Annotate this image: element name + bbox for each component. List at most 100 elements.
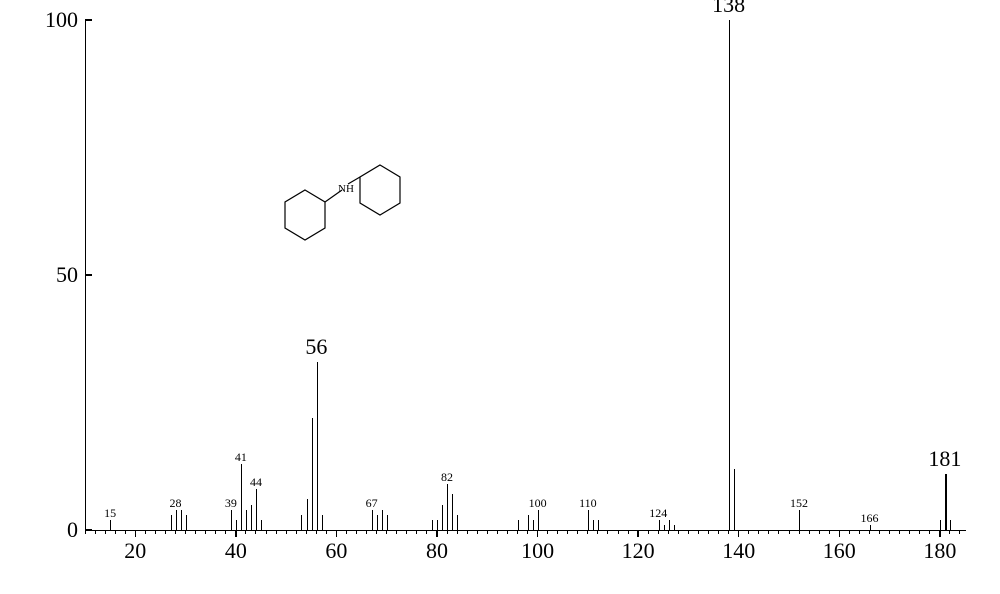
y-tick-label: 100 [18, 7, 78, 33]
x-tick-minor [698, 530, 699, 534]
peak-label: 56 [305, 334, 327, 360]
spectrum-peak [538, 510, 539, 530]
spectrum-peak [669, 520, 670, 530]
x-tick-minor [829, 530, 830, 534]
x-tick-label: 120 [622, 538, 655, 564]
spectrum-peak [799, 510, 800, 530]
x-tick-minor [95, 530, 96, 534]
x-tick-minor [85, 530, 86, 534]
x-tick-minor [115, 530, 116, 534]
x-tick-minor [155, 530, 156, 534]
peak-label-minor: 124 [649, 506, 667, 521]
spectrum-peak [387, 515, 388, 530]
peak-label-minor: 44 [250, 475, 262, 490]
x-tick-minor [225, 530, 226, 534]
x-tick-minor [286, 530, 287, 534]
spectrum-peak [442, 505, 443, 531]
peak-label-minor: 152 [790, 496, 808, 511]
x-tick-minor [276, 530, 277, 534]
spectrum-peak [950, 520, 951, 530]
peak-label-minor: 39 [225, 496, 237, 511]
spectrum-peak [518, 520, 519, 530]
x-tick-minor [266, 530, 267, 534]
x-tick-minor [758, 530, 759, 534]
x-tick-minor [205, 530, 206, 534]
spectrum-peak [231, 510, 232, 530]
peak-label-minor: 67 [366, 496, 378, 511]
x-tick-minor [909, 530, 910, 534]
y-tick [85, 19, 92, 21]
spectrum-peak [452, 494, 453, 530]
x-tick-minor [799, 530, 800, 534]
spectrum-peak [301, 515, 302, 530]
spectrum-peak [940, 520, 941, 530]
y-tick [85, 529, 92, 531]
x-tick-minor [728, 530, 729, 534]
x-tick-minor [487, 530, 488, 534]
x-tick-minor [376, 530, 377, 534]
x-tick-minor [899, 530, 900, 534]
spectrum-peak [171, 515, 172, 530]
x-tick-minor [849, 530, 850, 534]
x-tick-minor [668, 530, 669, 534]
x-tick-minor [366, 530, 367, 534]
x-tick [839, 530, 841, 537]
spectrum-peak [322, 515, 323, 530]
x-tick-minor [607, 530, 608, 534]
x-tick-minor [296, 530, 297, 534]
x-tick-label: 60 [325, 538, 347, 564]
x-tick-label: 140 [722, 538, 755, 564]
y-tick-label: 0 [18, 517, 78, 543]
x-tick [537, 530, 539, 537]
x-tick-minor [949, 530, 950, 534]
peak-label-minor: 28 [170, 496, 182, 511]
spectrum-peak [664, 525, 665, 530]
x-tick-minor [457, 530, 458, 534]
x-tick-minor [648, 530, 649, 534]
x-tick-minor [789, 530, 790, 534]
peak-label: 181 [928, 446, 961, 472]
x-tick [637, 530, 639, 537]
x-tick-minor [959, 530, 960, 534]
mass-spectrum-chart: 0501002040608010012014016018056138181152… [10, 10, 990, 584]
x-tick [336, 530, 338, 537]
x-tick-minor [165, 530, 166, 534]
x-tick-minor [215, 530, 216, 534]
peak-label-minor: 41 [235, 450, 247, 465]
x-tick-minor [889, 530, 890, 534]
x-tick [939, 530, 941, 537]
peak-label-minor: 82 [441, 470, 453, 485]
x-tick-minor [577, 530, 578, 534]
x-tick-minor [175, 530, 176, 534]
x-tick-minor [105, 530, 106, 534]
spectrum-peak [659, 520, 660, 530]
x-tick-minor [778, 530, 779, 534]
x-tick-minor [406, 530, 407, 534]
x-tick-label: 20 [124, 538, 146, 564]
spectrum-peak [437, 520, 438, 530]
spectrum-peak [246, 510, 247, 530]
spectrum-peak [186, 515, 187, 530]
spectrum-peak [377, 515, 378, 530]
spectrum-peak [181, 510, 182, 530]
spectrum-peak [176, 510, 177, 530]
x-tick-minor [356, 530, 357, 534]
x-tick-minor [567, 530, 568, 534]
x-tick [436, 530, 438, 537]
x-tick-minor [125, 530, 126, 534]
x-tick-minor [517, 530, 518, 534]
spectrum-peak [432, 520, 433, 530]
spectrum-peak [241, 464, 242, 530]
y-tick-label: 50 [18, 262, 78, 288]
spectrum-peak [236, 520, 237, 530]
x-tick-minor [688, 530, 689, 534]
spectrum-peak [729, 20, 731, 530]
x-tick-minor [809, 530, 810, 534]
spectrum-peak [372, 510, 373, 530]
peak-label-minor: 166 [860, 511, 878, 526]
x-tick [738, 530, 740, 537]
x-tick-minor [859, 530, 860, 534]
peak-label-minor: 15 [104, 506, 116, 521]
x-tick-minor [618, 530, 619, 534]
x-tick-minor [255, 530, 256, 534]
